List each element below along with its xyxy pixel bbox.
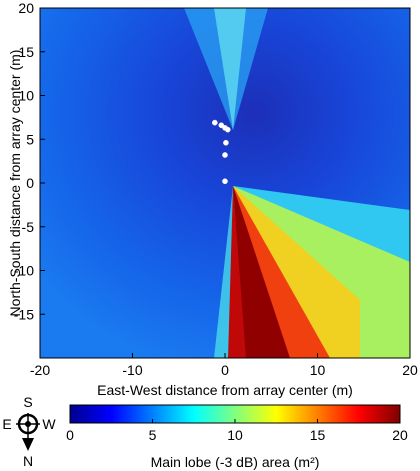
colorbar-label: Main lobe (-3 dB) area (m²) [151, 454, 320, 470]
compass: S E W N [2, 394, 56, 469]
x-axis: -20 -10 0 10 20 [30, 353, 418, 378]
colorbar-ticks: 0 5 10 15 20 [66, 419, 408, 443]
compass-bottom-label: N [23, 453, 33, 469]
y-axis: 20 15 10 5 0 -5 -10 -15 [14, 0, 45, 322]
colorbar-tick-label: 10 [227, 427, 243, 443]
y-tick-label: 20 [18, 0, 34, 16]
colorbar-tick-label: 15 [310, 427, 326, 443]
array-points [211, 119, 231, 185]
array-point [222, 152, 228, 158]
south-beam-core [233, 186, 290, 358]
colorbar-tick-label: 0 [66, 427, 74, 443]
x-tick-label: -20 [30, 362, 50, 378]
y-tick-label: 10 [18, 88, 34, 104]
array-point [211, 119, 218, 126]
array-point [222, 178, 228, 185]
x-tick-label: 20 [402, 362, 418, 378]
plot-area [40, 8, 410, 358]
x-tick-label: -10 [122, 362, 142, 378]
north-beam-inner [214, 8, 246, 130]
y-tick-label: -15 [14, 306, 34, 322]
compass-left-label: E [2, 416, 11, 432]
array-point [224, 126, 231, 133]
y-tick-label: 0 [26, 175, 34, 191]
y-tick-label: 5 [26, 131, 34, 147]
x-tick-label: 10 [310, 362, 326, 378]
x-axis-label: East-West distance from array center (m) [97, 382, 353, 398]
y-axis-label: North-South distance from array center (… [7, 50, 23, 317]
x-tick-label: 0 [221, 362, 229, 378]
y-tick-label: -5 [22, 219, 35, 235]
south-beam-left-fringe [214, 186, 233, 358]
compass-top-label: S [23, 394, 32, 410]
south-beam-edge [228, 186, 246, 358]
y-tick-label: -10 [14, 263, 34, 279]
compass-arrow-icon [22, 438, 34, 451]
compass-right-label: W [42, 416, 56, 432]
colorbar-tick-label: 20 [392, 427, 408, 443]
y-tick-label: 15 [18, 44, 34, 60]
colorbar-tick-label: 5 [149, 427, 157, 443]
array-point [223, 139, 229, 146]
